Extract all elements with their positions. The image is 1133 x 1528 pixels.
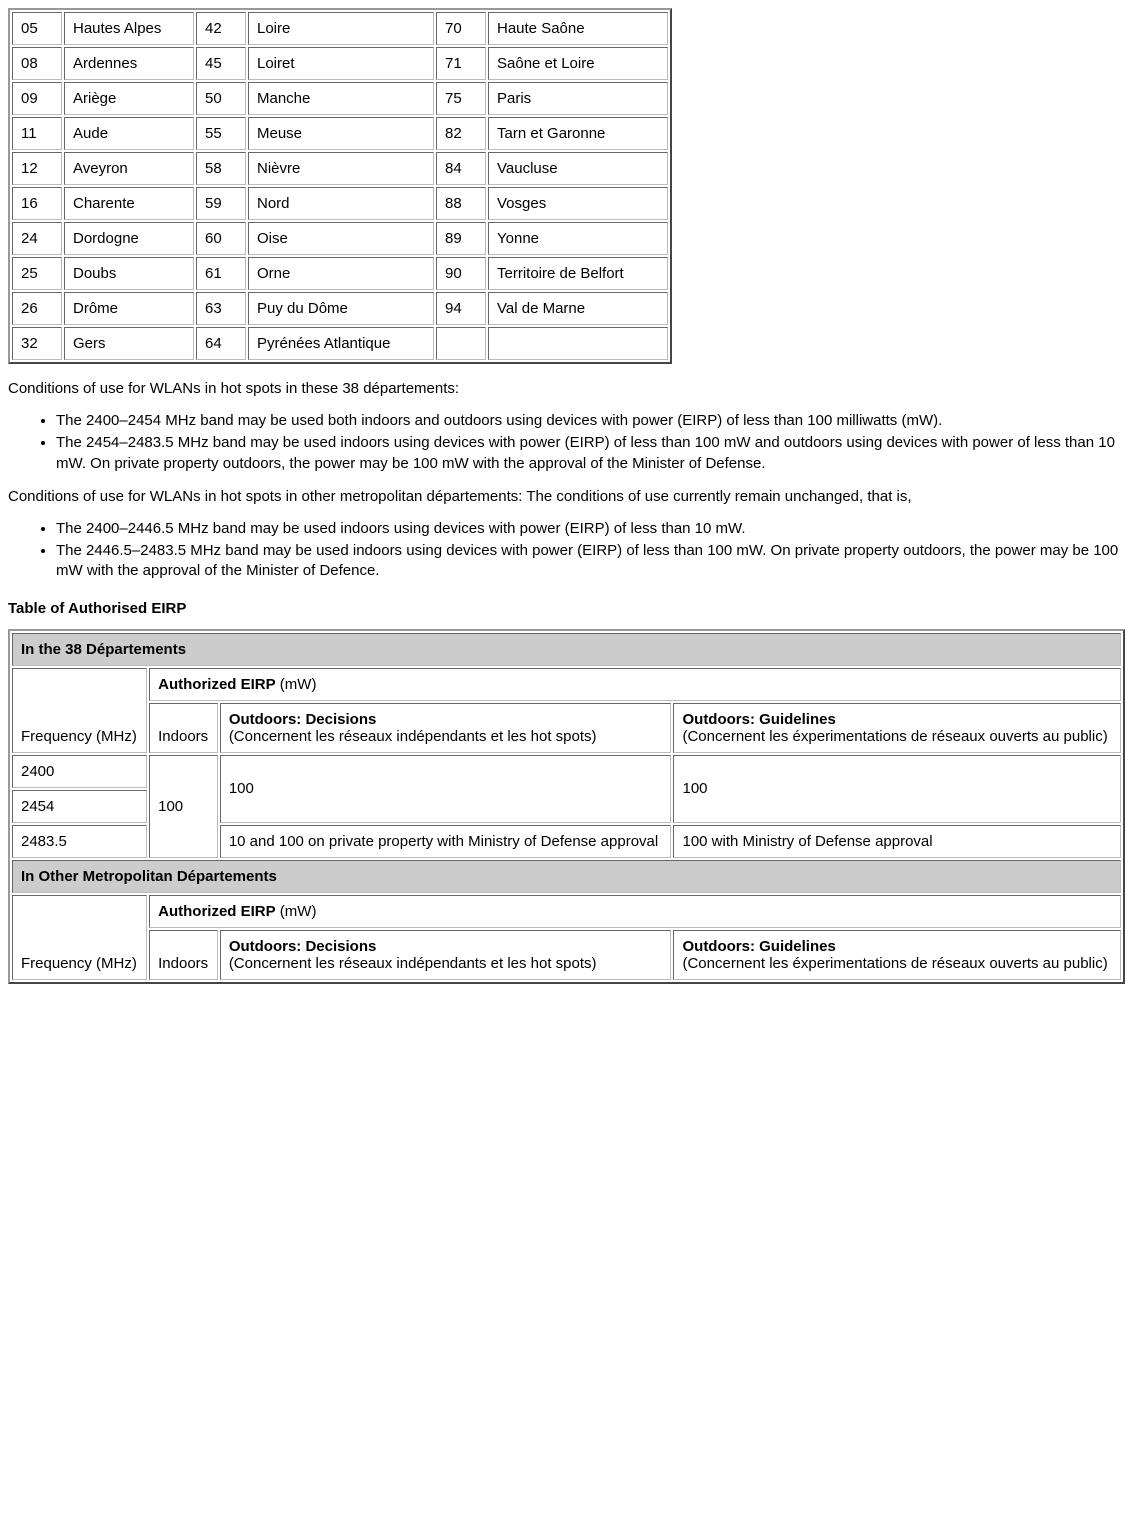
dept-cell: 61 <box>196 257 246 290</box>
dept-cell: 71 <box>436 47 486 80</box>
dept-cell: 60 <box>196 222 246 255</box>
dept-cell: Meuse <box>248 117 434 150</box>
eirp-s1-indoors: 100 <box>149 755 218 858</box>
eirp-indoors-header: Indoors <box>149 703 218 753</box>
eirp-s1-outguide-b: 100 with Ministry of Defense approval <box>673 825 1121 858</box>
eirp-s1-freq-2483: 2483.5 <box>12 825 147 858</box>
dept-cell: Territoire de Belfort <box>488 257 668 290</box>
eirp-s1-outdec-a: 100 <box>220 755 672 823</box>
dept-cell: 58 <box>196 152 246 185</box>
dept-cell: Charente <box>64 187 194 220</box>
dept-cell: 50 <box>196 82 246 115</box>
dept-cell: Nord <box>248 187 434 220</box>
dept-cell: Val de Marne <box>488 292 668 325</box>
list-item: The 2400–2454 MHz band may be used both … <box>56 411 1125 431</box>
conditions-38-list: The 2400–2454 MHz band may be used both … <box>8 411 1125 474</box>
dept-cell: Loire <box>248 12 434 45</box>
dept-cell <box>488 327 668 360</box>
dept-cell: 12 <box>12 152 62 185</box>
dept-cell: Drôme <box>64 292 194 325</box>
dept-cell: Dordogne <box>64 222 194 255</box>
dept-cell: 94 <box>436 292 486 325</box>
eirp-indoors-header-2: Indoors <box>149 930 218 980</box>
eirp-freq-header-2: Frequency (MHz) <box>12 895 147 980</box>
eirp-table: In the 38 Départements Frequency (MHz) A… <box>8 629 1125 984</box>
dept-cell: Gers <box>64 327 194 360</box>
dept-cell: Loiret <box>248 47 434 80</box>
dept-cell: Hautes Alpes <box>64 12 194 45</box>
dept-cell: 24 <box>12 222 62 255</box>
eirp-outdoors-decisions-header-2: Outdoors: Decisions(Concernent les résea… <box>220 930 672 980</box>
dept-cell <box>436 327 486 360</box>
dept-cell: 16 <box>12 187 62 220</box>
dept-cell: 09 <box>12 82 62 115</box>
dept-cell: 25 <box>12 257 62 290</box>
dept-cell: 05 <box>12 12 62 45</box>
dept-cell: 63 <box>196 292 246 325</box>
dept-cell: 26 <box>12 292 62 325</box>
dept-cell: Orne <box>248 257 434 290</box>
eirp-s1-freq-2400: 2400 <box>12 755 147 788</box>
eirp-s1-freq-2454: 2454 <box>12 790 147 823</box>
dept-cell: 88 <box>436 187 486 220</box>
dept-cell: Paris <box>488 82 668 115</box>
dept-cell: Pyrénées Atlantique <box>248 327 434 360</box>
eirp-s1-outdec-b: 10 and 100 on private property with Mini… <box>220 825 672 858</box>
dept-cell: Yonne <box>488 222 668 255</box>
eirp-auth-header-2: Authorized EIRP (mW) <box>149 895 1121 928</box>
dept-cell: Saône et Loire <box>488 47 668 80</box>
conditions-other-list: The 2400–2446.5 MHz band may be used ind… <box>8 519 1125 582</box>
dept-cell: Tarn et Garonne <box>488 117 668 150</box>
dept-cell: 11 <box>12 117 62 150</box>
conditions-38-intro: Conditions of use for WLANs in hot spots… <box>8 380 1125 397</box>
dept-cell: Ardennes <box>64 47 194 80</box>
dept-cell: 82 <box>436 117 486 150</box>
dept-cell: Vaucluse <box>488 152 668 185</box>
dept-cell: 45 <box>196 47 246 80</box>
dept-cell: Haute Saône <box>488 12 668 45</box>
dept-cell: Oise <box>248 222 434 255</box>
conditions-other-intro: Conditions of use for WLANs in hot spots… <box>8 488 1125 505</box>
dept-cell: Aude <box>64 117 194 150</box>
dept-cell: Manche <box>248 82 434 115</box>
eirp-outdoors-guidelines-header-2: Outdoors: Guidelines(Concernent les éxpe… <box>673 930 1121 980</box>
dept-cell: Vosges <box>488 187 668 220</box>
dept-cell: 64 <box>196 327 246 360</box>
eirp-section2-header: In Other Metropolitan Départements <box>12 860 1121 893</box>
dept-cell: 75 <box>436 82 486 115</box>
eirp-section1-header: In the 38 Départements <box>12 633 1121 666</box>
dept-cell: Doubs <box>64 257 194 290</box>
list-item: The 2454–2483.5 MHz band may be used ind… <box>56 433 1125 474</box>
dept-cell: 89 <box>436 222 486 255</box>
eirp-freq-header: Frequency (MHz) <box>12 668 147 753</box>
dept-cell: Puy du Dôme <box>248 292 434 325</box>
dept-cell: 90 <box>436 257 486 290</box>
dept-cell: 59 <box>196 187 246 220</box>
dept-cell: 32 <box>12 327 62 360</box>
dept-cell: 70 <box>436 12 486 45</box>
dept-cell: Ariège <box>64 82 194 115</box>
eirp-table-title: Table of Authorised EIRP <box>8 600 1125 617</box>
dept-cell: Nièvre <box>248 152 434 185</box>
eirp-auth-header: Authorized EIRP (mW) <box>149 668 1121 701</box>
dept-cell: 08 <box>12 47 62 80</box>
dept-cell: Aveyron <box>64 152 194 185</box>
eirp-outdoors-decisions-header: Outdoors: Decisions(Concernent les résea… <box>220 703 672 753</box>
dept-cell: 42 <box>196 12 246 45</box>
dept-cell: 84 <box>436 152 486 185</box>
list-item: The 2446.5–2483.5 MHz band may be used i… <box>56 541 1125 582</box>
dept-cell: 55 <box>196 117 246 150</box>
eirp-s1-outguide-a: 100 <box>673 755 1121 823</box>
departements-table: 05Hautes Alpes42Loire70Haute Saône 08Arde… <box>8 8 672 364</box>
list-item: The 2400–2446.5 MHz band may be used ind… <box>56 519 1125 539</box>
eirp-outdoors-guidelines-header: Outdoors: Guidelines(Concernent les éxpe… <box>673 703 1121 753</box>
